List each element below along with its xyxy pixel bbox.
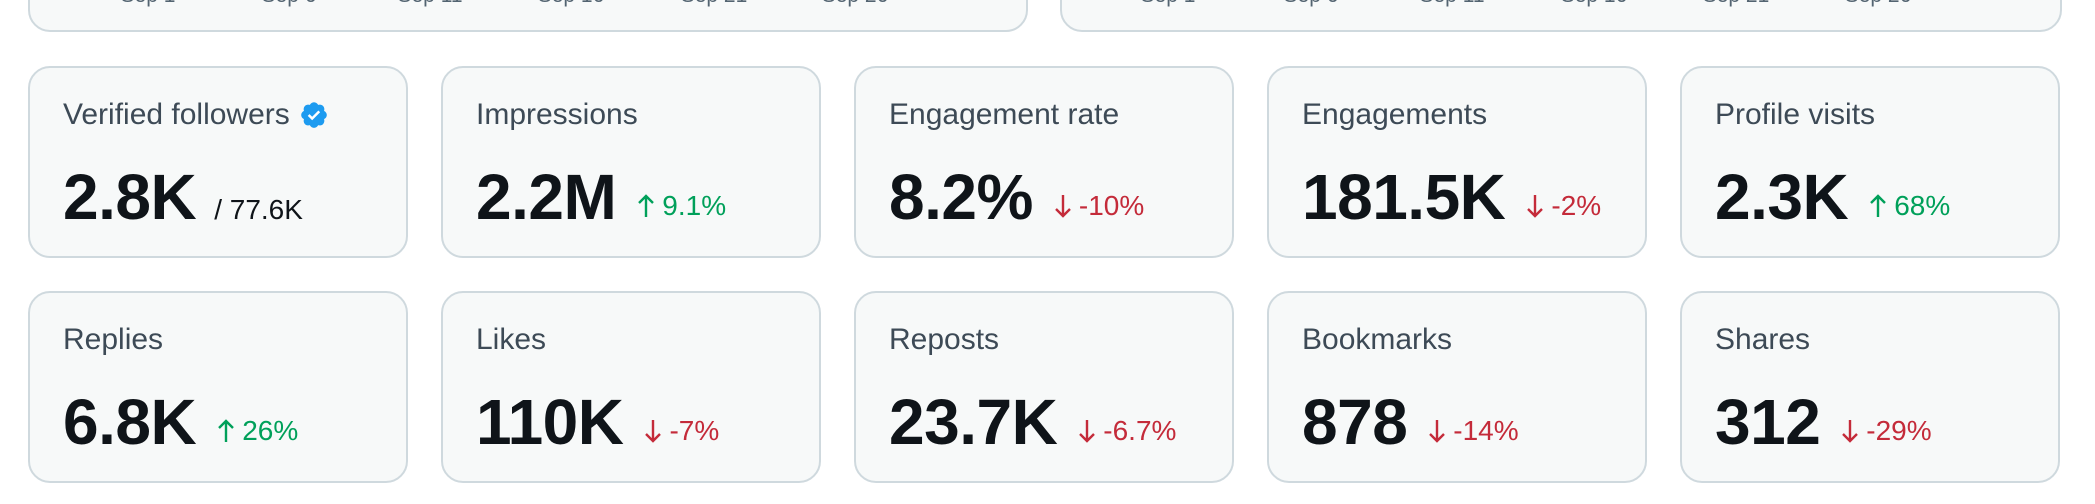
metric-card-impressions[interactable]: Impressions 2.2M 9.1% bbox=[441, 66, 821, 258]
delta-badge: 26% bbox=[216, 415, 298, 447]
card-label-row: Verified followers bbox=[63, 96, 406, 134]
card-value-row: 2.8K / 77.6K bbox=[63, 160, 406, 234]
arrow-up-icon bbox=[1868, 193, 1888, 219]
delta-badge: -2% bbox=[1525, 190, 1601, 222]
delta-badge: 68% bbox=[1868, 190, 1950, 222]
delta-value: -10% bbox=[1078, 190, 1145, 221]
tick-label: Sep 1 bbox=[1141, 0, 1196, 8]
card-value: 312 bbox=[1715, 386, 1821, 458]
metrics-grid: Verified followers 2.8K / 77.6K Impressi… bbox=[28, 66, 2060, 483]
arrow-down-icon bbox=[1840, 418, 1860, 444]
card-value: 23.7K bbox=[889, 386, 1058, 458]
card-label: Engagements bbox=[1302, 98, 1488, 131]
metric-card-likes[interactable]: Likes 110K -7% bbox=[441, 291, 821, 483]
delta-value: -29% bbox=[1866, 415, 1932, 446]
card-label: Engagement rate bbox=[889, 98, 1120, 131]
tick-label: Sep 21 bbox=[681, 0, 748, 8]
card-label: Verified followers bbox=[63, 98, 290, 131]
tick-label: Sep 26 bbox=[1845, 0, 1912, 8]
metric-card-shares[interactable]: Shares 312 -29% bbox=[1680, 291, 2060, 483]
tick-label: Sep 16 bbox=[1561, 0, 1628, 8]
delta-value: 9.1% bbox=[662, 190, 727, 221]
x-axis-ticks: Sep 1 Sep 6 Sep 11 Sep 16 Sep 21 Sep 26 bbox=[1062, 0, 2060, 7]
arrow-up-icon bbox=[636, 193, 656, 219]
card-value-row: 110K -7% bbox=[476, 385, 819, 459]
delta-badge: -10% bbox=[1053, 190, 1144, 222]
metric-card-replies[interactable]: Replies 6.8K 26% bbox=[28, 291, 408, 483]
card-value-row: 312 -29% bbox=[1715, 385, 2058, 459]
tick-label: Sep 26 bbox=[822, 0, 889, 8]
tick-label: Sep 16 bbox=[538, 0, 605, 8]
card-label: Profile visits bbox=[1715, 98, 1876, 131]
card-label: Replies bbox=[63, 323, 164, 356]
card-value: 8.2% bbox=[889, 161, 1033, 233]
delta-badge: -14% bbox=[1427, 415, 1519, 447]
card-value-row: 2.2M 9.1% bbox=[476, 160, 819, 234]
delta-value: -14% bbox=[1453, 415, 1519, 446]
arrow-down-icon bbox=[1525, 193, 1545, 219]
card-value: 2.3K bbox=[1715, 161, 1849, 233]
card-label: Bookmarks bbox=[1302, 323, 1453, 356]
arrow-down-icon bbox=[1427, 418, 1447, 444]
arrow-down-icon bbox=[643, 418, 663, 444]
card-value-row: 6.8K 26% bbox=[63, 385, 406, 459]
tick-label: Sep 11 bbox=[398, 0, 463, 8]
card-label: Reposts bbox=[889, 323, 1000, 356]
delta-badge: -7% bbox=[643, 415, 719, 447]
metric-card-verified-followers[interactable]: Verified followers 2.8K / 77.6K bbox=[28, 66, 408, 258]
card-value: 181.5K bbox=[1302, 161, 1506, 233]
tick-label: Sep 21 bbox=[1703, 0, 1770, 8]
delta-value: 68% bbox=[1894, 190, 1951, 221]
chart-panel-right: Sep 1 Sep 6 Sep 11 Sep 16 Sep 21 Sep 26 bbox=[1060, 0, 2062, 32]
arrow-down-icon bbox=[1077, 418, 1097, 444]
verified-badge-icon bbox=[299, 100, 329, 130]
metric-card-engagements[interactable]: Engagements 181.5K -2% bbox=[1267, 66, 1647, 258]
card-label: Shares bbox=[1715, 323, 1811, 356]
card-total: / 77.6K bbox=[214, 194, 303, 225]
tick-label: Sep 1 bbox=[121, 0, 176, 8]
card-value-row: 8.2% -10% bbox=[889, 160, 1232, 234]
card-value: 2.8K bbox=[63, 161, 197, 233]
x-axis-ticks: Sep 1 Sep 6 Sep 11 Sep 16 Sep 21 Sep 26 bbox=[30, 0, 1026, 7]
card-label: Impressions bbox=[476, 98, 638, 131]
delta-value: 26% bbox=[242, 415, 299, 446]
card-value-row: 2.3K 68% bbox=[1715, 160, 2058, 234]
delta-value: -7% bbox=[669, 415, 720, 446]
delta-value: -6.7% bbox=[1103, 415, 1177, 446]
metric-card-engagement-rate[interactable]: Engagement rate 8.2% -10% bbox=[854, 66, 1234, 258]
metric-card-profile-visits[interactable]: Profile visits 2.3K 68% bbox=[1680, 66, 2060, 258]
card-value: 110K bbox=[476, 386, 624, 458]
metric-card-reposts[interactable]: Reposts 23.7K -6.7% bbox=[854, 291, 1234, 483]
card-label: Likes bbox=[476, 323, 547, 356]
arrow-down-icon bbox=[1053, 193, 1073, 219]
card-value-row: 181.5K -2% bbox=[1302, 160, 1645, 234]
delta-value: -2% bbox=[1551, 190, 1602, 221]
card-value: 878 bbox=[1302, 386, 1408, 458]
chart-panel-left: Sep 1 Sep 6 Sep 11 Sep 16 Sep 21 Sep 26 bbox=[28, 0, 1028, 32]
card-value-row: 23.7K -6.7% bbox=[889, 385, 1232, 459]
card-value: 2.2M bbox=[476, 161, 617, 233]
tick-label: Sep 6 bbox=[1284, 0, 1339, 8]
delta-badge: -29% bbox=[1840, 415, 1932, 447]
arrow-up-icon bbox=[216, 418, 236, 444]
delta-badge: 9.1% bbox=[636, 190, 726, 222]
metric-card-bookmarks[interactable]: Bookmarks 878 -14% bbox=[1267, 291, 1647, 483]
tick-label: Sep 11 bbox=[1420, 0, 1485, 8]
card-value: 6.8K bbox=[63, 386, 197, 458]
tick-label: Sep 6 bbox=[262, 0, 317, 8]
delta-badge: -6.7% bbox=[1077, 415, 1176, 447]
card-value-row: 878 -14% bbox=[1302, 385, 1645, 459]
